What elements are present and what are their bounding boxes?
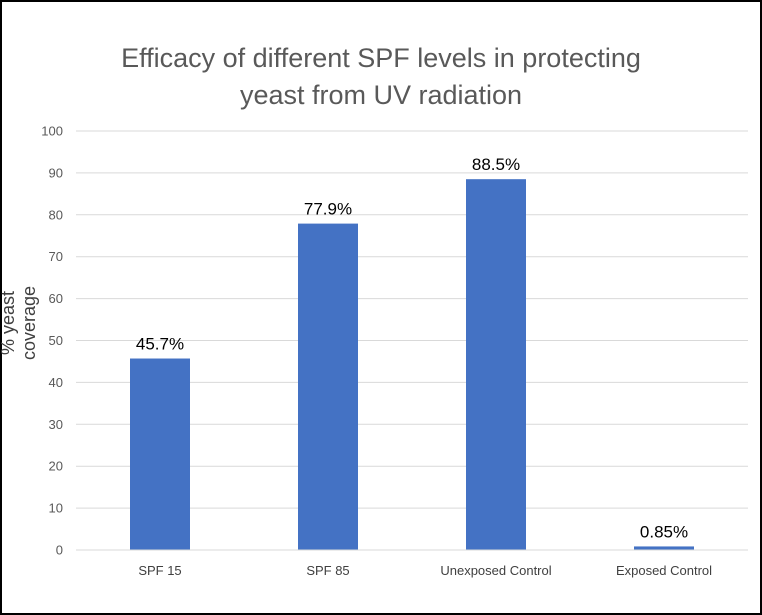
x-tick-label: SPF 85 (306, 563, 349, 578)
data-label: 45.7% (136, 335, 184, 354)
bar-1 (130, 358, 190, 550)
y-tick-label: 80 (49, 207, 63, 222)
y-tick-label: 10 (49, 501, 63, 516)
y-tick-label: 40 (49, 375, 63, 390)
y-tick-label: 50 (49, 333, 63, 348)
bar-2 (298, 223, 358, 550)
x-tick-label: Unexposed Control (440, 563, 551, 578)
y-tick-label: 0 (56, 543, 63, 558)
y-tick-label: 30 (49, 417, 63, 432)
bar-3 (466, 179, 526, 550)
y-tick-label: 100 (41, 124, 63, 139)
x-tick-label: SPF 15 (138, 563, 181, 578)
y-tick-label: 60 (49, 291, 63, 306)
x-tick-label: Exposed Control (616, 563, 712, 578)
chart-title: Efficacy of different SPF levels in prot… (121, 43, 641, 110)
data-label: 77.9% (304, 200, 352, 219)
y-tick-label: 70 (49, 249, 63, 264)
y-tick-label: 20 (49, 459, 63, 474)
data-label: 88.5% (472, 155, 520, 174)
data-label: 0.85% (640, 522, 688, 541)
y-tick-label: 90 (49, 165, 63, 180)
bar-4 (634, 546, 694, 550)
